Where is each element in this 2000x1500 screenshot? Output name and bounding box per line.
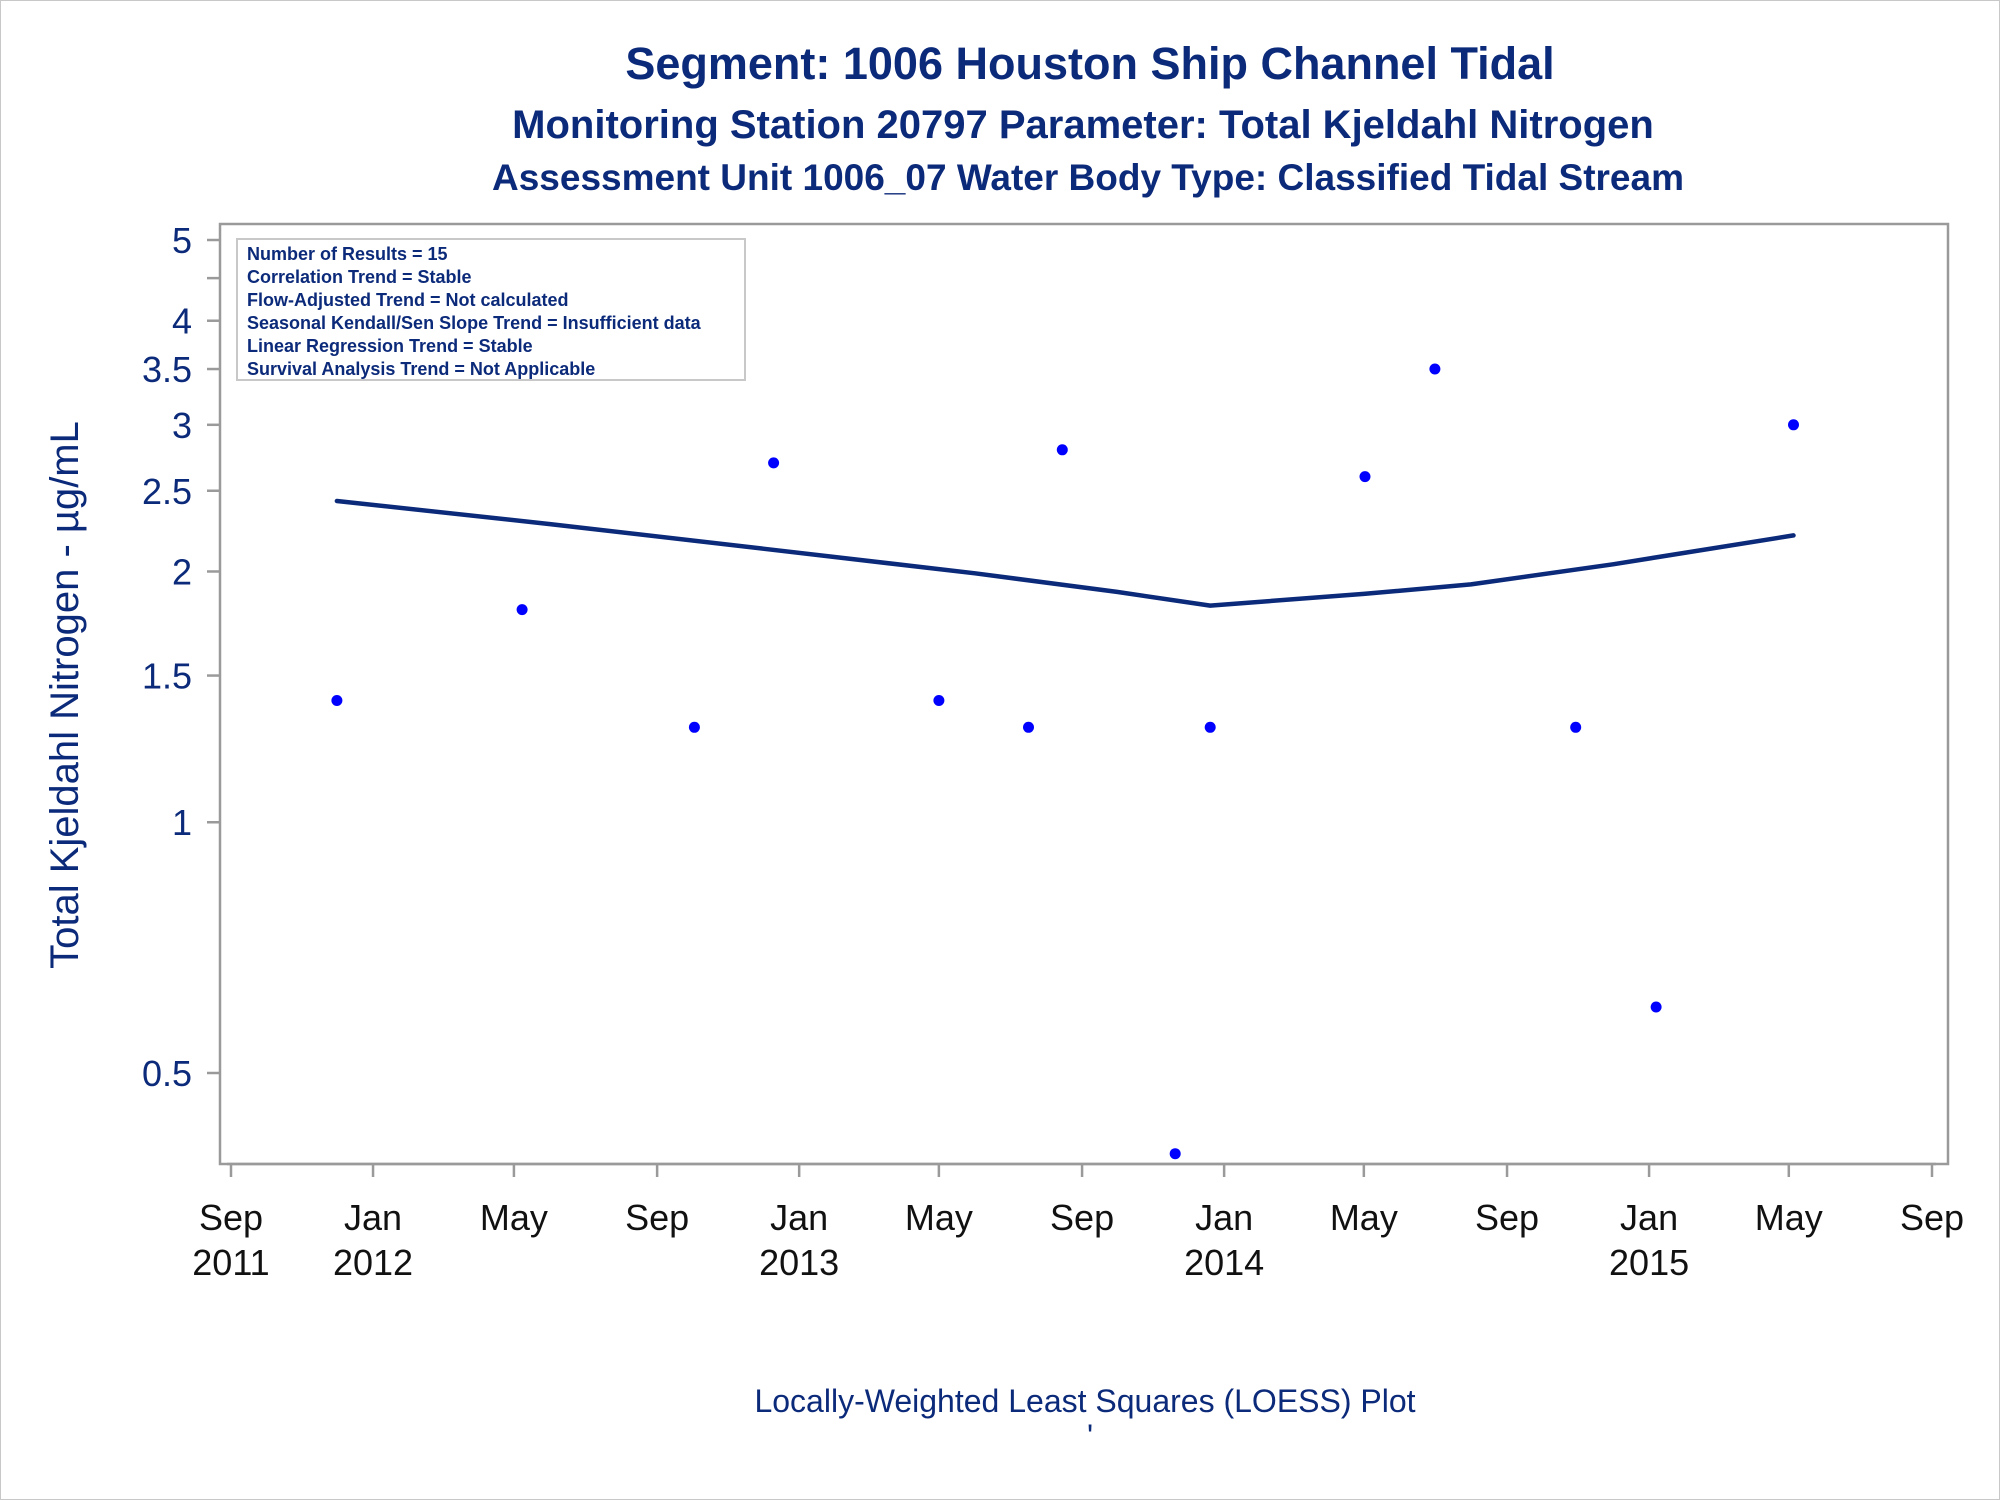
y-tick-label: 1.5: [142, 656, 192, 697]
chart-subtitle-station: Monitoring Station 20797 Parameter: Tota…: [512, 103, 1654, 147]
x-tick-label-year: 2011: [192, 1242, 269, 1283]
series-layer: [331, 241, 1799, 1160]
loess-line: [334, 498, 1796, 608]
data-point: [1056, 444, 1068, 456]
x-tick-label-month: Jan: [1620, 1197, 1678, 1238]
y-tick-label: 5: [172, 220, 192, 261]
x-tick-label-month: Sep: [625, 1197, 689, 1238]
data-point: [331, 695, 343, 706]
x-tick-label-month: May: [1330, 1197, 1398, 1238]
data-point: [1169, 1148, 1181, 1160]
y-axis-label: Total Kjeldahl Nitrogen - µg/mL: [43, 421, 87, 969]
footnote: Locally-Weighted Least Squares (LOESS) P…: [754, 1383, 1415, 1419]
x-tick-label-month: Jan: [344, 1197, 402, 1238]
data-point: [768, 457, 780, 469]
chart-subtitle-assessment: Assessment Unit 1006_07 Water Body Type:…: [492, 157, 1684, 198]
y-axis: 0.5 1 1.5 2 2.5 3 3.5 4 5: [142, 220, 220, 1094]
x-tick-label-month: May: [1755, 1197, 1823, 1238]
x-tick-label-month: Sep: [1475, 1197, 1539, 1238]
x-tick-label-year: 2014: [1184, 1242, 1264, 1283]
data-point: [1429, 363, 1441, 375]
stats-legend: Number of Results = 15 Correlation Trend…: [236, 238, 746, 381]
x-tick-label-month: Jan: [1195, 1197, 1253, 1238]
y-tick-label: 3.5: [142, 349, 192, 390]
legend-line-results: Number of Results = 15: [247, 244, 448, 264]
data-point: [1788, 419, 1799, 431]
legend-line-linear-regression: Linear Regression Trend = Stable: [247, 336, 533, 356]
data-point: [1570, 721, 1582, 733]
data-point: [1650, 1001, 1662, 1013]
x-tick-label-year: 2013: [759, 1242, 839, 1283]
chart-title: Segment: 1006 Houston Ship Channel Tidal: [625, 38, 1554, 89]
x-tick-label-month: May: [480, 1197, 548, 1238]
y-tick-label: 4: [172, 301, 192, 342]
x-tick-label-year: 2012: [333, 1242, 413, 1283]
y-tick-label: 3: [172, 405, 192, 446]
data-point: [1204, 721, 1216, 733]
x-tick-label-year: 2015: [1609, 1242, 1689, 1283]
x-tick-label-month: Jan: [770, 1197, 828, 1238]
legend-line-survival: Survival Analysis Trend = Not Applicable: [247, 359, 595, 379]
y-tick-label: 2.5: [142, 471, 192, 512]
x-tick-label-month: Sep: [1900, 1197, 1964, 1238]
legend-line-flow-adjusted: Flow-Adjusted Trend = Not calculated: [247, 290, 569, 310]
footnote-mark: ': [1087, 1418, 1093, 1454]
x-tick-label-month: May: [905, 1197, 973, 1238]
y-tick-label: 0.5: [142, 1053, 192, 1094]
data-point: [516, 604, 528, 616]
legend-line-correlation: Correlation Trend = Stable: [247, 267, 472, 287]
stats-legend-box: [236, 238, 746, 381]
legend-line-seasonal-kendall: Seasonal Kendall/Sen Slope Trend = Insuf…: [247, 313, 702, 333]
y-tick-label: 1: [172, 802, 192, 843]
data-point: [1359, 471, 1371, 483]
data-point: [688, 721, 700, 733]
data-point: [1023, 721, 1034, 733]
x-tick-label-month: Sep: [199, 1197, 263, 1238]
y-tick-label: 2: [172, 551, 192, 592]
data-point: [933, 695, 945, 706]
x-tick-label-month: Sep: [1050, 1197, 1114, 1238]
